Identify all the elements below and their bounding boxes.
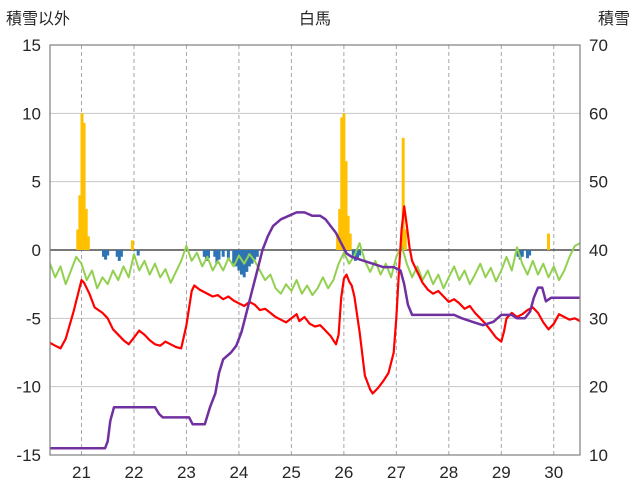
snowfall-bars-blue-bar <box>104 250 108 260</box>
y-right-tick-label: 40 <box>589 241 608 260</box>
y-right-tick-label: 50 <box>589 173 608 192</box>
snowfall-bars-blue-bar <box>526 250 529 259</box>
precip-bars-orange-bar <box>403 229 407 250</box>
snowfall-bars-blue-bar <box>136 250 140 256</box>
snowfall-bars-blue-bar <box>202 250 206 257</box>
precip-bars-orange-bar <box>338 209 342 250</box>
snowfall-bars-blue-bar <box>102 250 105 257</box>
snowfall-bars-blue-bar <box>351 250 355 257</box>
snowfall-bars-blue-bar <box>215 250 219 264</box>
snowfall-bars-blue-bar <box>234 250 238 267</box>
precip-bars-orange-bar <box>130 240 134 250</box>
y-right-tick-label: 30 <box>589 309 608 328</box>
snowfall-bars-blue-bar <box>221 250 225 257</box>
snowfall-bars-blue-bar <box>106 250 110 256</box>
snowfall-bars-blue-bar <box>217 250 221 260</box>
plot-border <box>49 44 581 456</box>
x-tick-label: 26 <box>334 463 353 482</box>
x-tick-label: 29 <box>492 463 511 482</box>
precip-bars-orange-bar <box>76 229 80 250</box>
y-left-tick-label: 5 <box>32 173 41 192</box>
precip-bars-orange-bar <box>346 215 350 250</box>
y-right-tick-label: 70 <box>589 36 608 55</box>
snowfall-bars-blue-bar <box>255 250 259 257</box>
snowfall-bars-blue-bar <box>226 250 230 259</box>
precip-bars-orange-bar <box>336 236 340 250</box>
precip-bars-orange-bar <box>78 195 82 250</box>
left-axis-title: 積雪以外 <box>6 11 71 28</box>
snowfall-bars-blue-bar <box>117 250 121 261</box>
x-tick-label: 25 <box>282 463 301 482</box>
precip-bars-orange-bar <box>401 137 405 250</box>
y-left-tick-label: 0 <box>32 241 41 260</box>
x-tick-label: 28 <box>439 463 458 482</box>
x-tick-label: 21 <box>72 463 91 482</box>
snowfall-bars-blue-bar <box>237 250 241 271</box>
precip-bars-orange-bar <box>340 117 344 251</box>
snowfall-bars-blue-bar <box>204 250 208 261</box>
y-left-tick-label: 10 <box>22 104 41 123</box>
snowfall-bars-blue-bar <box>213 250 217 257</box>
snowfall-bars-blue-bar <box>119 250 123 257</box>
purple-line-snowdepth <box>50 211 580 450</box>
precip-bars-orange-bar <box>344 161 348 250</box>
y-right-tick-label: 20 <box>589 378 608 397</box>
precip-bars-orange-bar <box>82 122 86 250</box>
x-tick-label: 23 <box>177 463 196 482</box>
x-tick-label: 30 <box>544 463 563 482</box>
green-line <box>50 242 580 297</box>
snowfall-bars-blue-bar <box>115 250 119 257</box>
snowfall-bars-blue-bar <box>253 250 257 260</box>
series-group <box>50 113 580 450</box>
precip-bars-orange-bar <box>84 209 88 250</box>
y-right-tick-label: 60 <box>589 104 608 123</box>
snowfall-bars-blue-bar <box>232 250 236 264</box>
right-axis-title: 積雪 <box>597 11 630 28</box>
y-left-tick-label: -5 <box>26 309 41 328</box>
x-tick-label: 27 <box>387 463 406 482</box>
snowfall-bars-blue-bar <box>528 250 532 256</box>
snowfall-bars-blue-bar <box>240 250 243 275</box>
precip-bars-orange-bar <box>80 113 84 250</box>
precip-bars-orange-bar <box>342 113 346 250</box>
snowfall-bars-blue-bar <box>356 250 359 259</box>
x-tick-label: 24 <box>229 463 248 482</box>
precip-bars-orange-bar <box>86 236 90 250</box>
precip-bars-orange-bar <box>547 233 550 250</box>
snowfall-bars-blue-bar <box>358 250 362 256</box>
snowfall-bars-blue-bar <box>247 250 251 267</box>
chart-title: 白馬 <box>298 11 331 28</box>
y-left-tick-label: 15 <box>22 36 41 55</box>
red-line <box>50 205 580 395</box>
snowfall-bars-blue-bar <box>207 250 210 259</box>
y-left-tick-label: -10 <box>16 378 41 397</box>
precip-bars-orange-bar <box>348 233 352 250</box>
y-right-tick-label: 10 <box>589 446 608 465</box>
x-tick-label: 22 <box>124 463 143 482</box>
snowfall-bars-blue-bar <box>520 250 524 257</box>
y-left-tick-label: -15 <box>16 446 41 465</box>
